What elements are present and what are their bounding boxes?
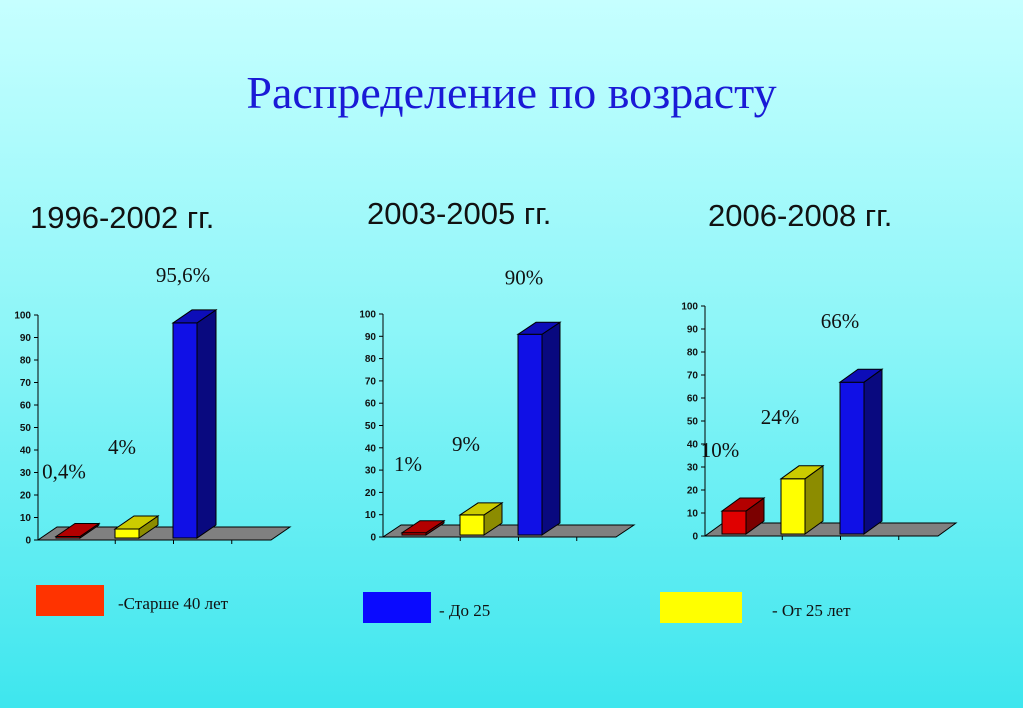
y-tick-label: 100 [681, 302, 698, 313]
data-label-2: 9% [452, 432, 480, 456]
y-tick-label: 30 [365, 466, 377, 477]
bar-2 [779, 464, 825, 535]
data-label-1: 0,4% [42, 460, 86, 484]
y-tick-label: 20 [365, 488, 377, 499]
bar-front [780, 478, 806, 535]
legend-swatch-from-25 [660, 592, 742, 623]
bar-top [171, 309, 218, 324]
data-label-1: 10% [701, 438, 740, 462]
data-label-2: 24% [761, 405, 800, 429]
bar-chart-1996-2002: 0 10 20 30 40 50 60 70 80 90 100 0,4% 4% 95,6% [14, 263, 292, 547]
y-tick-label: 20 [687, 486, 699, 497]
y-tick-label: 20 [20, 491, 32, 502]
bar-front [172, 322, 198, 539]
legend-label-under-25: - До 25 [439, 601, 491, 620]
bar-3 [516, 321, 562, 536]
y-tick-label: 80 [20, 356, 32, 367]
bar-1 [54, 522, 101, 539]
y-tick-label: 90 [365, 332, 377, 343]
bar-top [400, 520, 446, 534]
y-tick-label: 90 [20, 333, 32, 344]
y-tick-label: 10 [687, 509, 699, 520]
bar-1 [400, 519, 446, 536]
y-tick-label: 80 [687, 348, 699, 359]
legend-label-over-40: -Старше 40 лет [118, 594, 229, 613]
y-tick-label: 100 [14, 311, 31, 322]
y-tick-label: 60 [365, 399, 377, 410]
bar-2 [458, 501, 504, 536]
bar-front [517, 333, 543, 536]
period-title-1: 1996-2002 гг. [30, 200, 215, 235]
y-tick-label: 30 [687, 463, 699, 474]
y-tick-label: 0 [692, 532, 698, 543]
y-tick-label: 60 [687, 394, 699, 405]
y-tick-label: 0 [25, 536, 31, 547]
y-tick-label: 50 [365, 421, 377, 432]
bar-side [863, 368, 883, 535]
bar-3 [838, 368, 884, 535]
y-tick-label: 40 [365, 443, 377, 454]
data-label-3: 66% [821, 309, 860, 333]
legend-swatch-under-25 [363, 592, 431, 623]
bar-side [541, 321, 561, 536]
bar-top [458, 502, 504, 516]
y-tick-label: 90 [687, 325, 699, 336]
period-title-2: 2003-2005 гг. [367, 196, 552, 231]
bar-front [839, 381, 865, 535]
bar-top [838, 368, 884, 383]
page-title: Распределение по возрасту [246, 67, 777, 118]
bar-2 [113, 515, 160, 539]
bar-3 [171, 308, 218, 539]
bar-top [516, 321, 562, 335]
y-tick-label: 30 [20, 468, 32, 479]
y-tick-label: 10 [20, 513, 32, 524]
data-label-2: 4% [108, 435, 136, 459]
data-label-3: 90% [505, 265, 544, 289]
y-tick-label: 50 [687, 417, 699, 428]
y-tick-label: 60 [20, 401, 32, 412]
bar-top [54, 523, 101, 537]
y-tick-label: 0 [370, 533, 376, 544]
bar-front [459, 514, 485, 536]
y-tick-label: 40 [687, 440, 699, 451]
y-tick-label: 40 [20, 446, 32, 457]
y-tick-label: 10 [365, 510, 377, 521]
bar-chart-2003-2005: 0 10 20 30 40 50 60 70 80 90 100 1% 9% 90% [359, 265, 636, 544]
y-tick-label: 50 [20, 423, 32, 434]
bar-top [113, 515, 160, 530]
bar-chart-2006-2008: 0 10 20 30 40 50 60 70 80 90 100 10% 24% 66% [681, 302, 958, 543]
y-tick-label: 70 [687, 371, 699, 382]
data-label-3: 95,6% [156, 263, 210, 287]
bar-1 [720, 497, 766, 535]
bar-front [114, 528, 140, 539]
y-tick-label: 70 [20, 378, 32, 389]
y-tick-label: 80 [365, 354, 377, 365]
data-label-1: 1% [394, 452, 422, 476]
bar-top [720, 497, 766, 512]
legend-swatch-over-40 [36, 585, 104, 616]
y-tick-label: 100 [359, 310, 376, 321]
bar-front [721, 510, 747, 535]
y-tick-label: 70 [365, 376, 377, 387]
legend-label-from-25: - От 25 лет [772, 601, 851, 620]
bar-top [779, 465, 825, 480]
period-title-3: 2006-2008 гг. [708, 198, 893, 233]
bar-side [196, 308, 217, 539]
